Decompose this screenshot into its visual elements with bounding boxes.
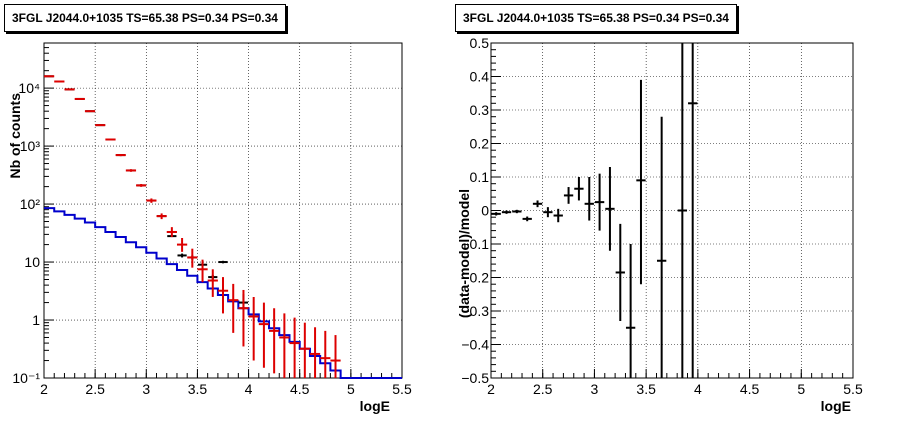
right-x-tick-label: 5.5 bbox=[843, 381, 863, 397]
left-x-tick-label: 5.5 bbox=[392, 381, 412, 397]
left-y-tick-label: 10⁻¹ bbox=[12, 370, 40, 386]
right-y-tick-label: 0.1 bbox=[470, 169, 490, 185]
left-y-tick-label: 10² bbox=[20, 196, 41, 212]
left-y-tick-label: 1 bbox=[32, 312, 40, 328]
right-y-tick-label: −0.3 bbox=[461, 303, 489, 319]
left-x-tick-label: 4 bbox=[245, 381, 253, 397]
left-y-tick-label: 10³ bbox=[20, 138, 41, 154]
left-x-tick-label: 3.5 bbox=[188, 381, 208, 397]
left-x-tick-label: 2 bbox=[40, 381, 48, 397]
right-x-tick-label: 2 bbox=[487, 381, 495, 397]
right-y-tick-label: 0.2 bbox=[470, 136, 490, 152]
left-x-tick-label: 3 bbox=[142, 381, 150, 397]
right-x-tick-label: 4.5 bbox=[740, 381, 760, 397]
left-y-axis-title: Nb of counts bbox=[7, 93, 23, 179]
right-x-tick-label: 2.5 bbox=[533, 381, 553, 397]
right-y-axis-title: (data-model)/model bbox=[456, 189, 472, 318]
right-y-tick-label: −0.2 bbox=[461, 270, 489, 286]
right-y-tick-label: −0.1 bbox=[461, 236, 489, 252]
left-plot-frame bbox=[43, 42, 403, 379]
source-model-step-line bbox=[44, 207, 402, 379]
left-x-tick-label: 4.5 bbox=[290, 381, 310, 397]
right-y-tick-label: 0.5 bbox=[470, 35, 490, 51]
right-x-axis-title: logE bbox=[821, 398, 851, 414]
right-x-tick-label: 3.5 bbox=[636, 381, 656, 397]
right-y-tick-label: 0.3 bbox=[470, 102, 490, 118]
right-y-tick-label: −0.4 bbox=[461, 337, 489, 353]
right-x-tick-label: 5 bbox=[797, 381, 805, 397]
left-y-tick-label: 10 bbox=[24, 254, 40, 270]
left-y-tick-label: 10⁴ bbox=[18, 80, 40, 96]
right-x-tick-label: 4 bbox=[694, 381, 702, 397]
left-x-tick-label: 5 bbox=[347, 381, 355, 397]
right-x-tick-label: 3 bbox=[591, 381, 599, 397]
right-y-tick-label: 0 bbox=[481, 203, 489, 219]
right-y-tick-label: 0.4 bbox=[470, 69, 490, 85]
left-x-axis-title: logE bbox=[360, 398, 390, 414]
left-chart-title: 3FGL J2044.0+1035 TS=65.38 PS=0.34 PS=0.… bbox=[4, 4, 286, 32]
left-x-tick-label: 2.5 bbox=[85, 381, 105, 397]
right-chart-title: 3FGL J2044.0+1035 TS=65.38 PS=0.34 PS=0.… bbox=[455, 4, 737, 32]
right-y-tick-label: −0.5 bbox=[461, 370, 489, 386]
